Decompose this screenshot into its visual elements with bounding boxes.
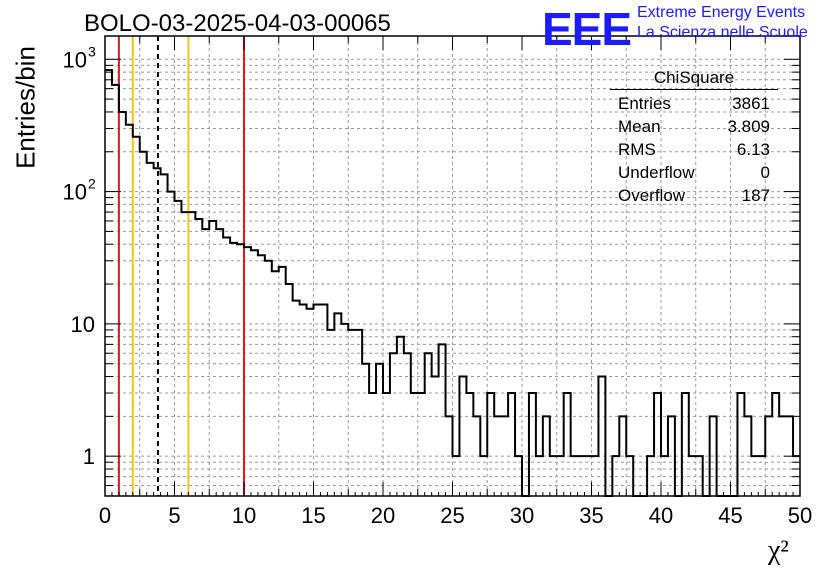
stats-row: Entries 3861 [610, 92, 778, 115]
stats-label: Overflow [618, 186, 686, 205]
stats-value: 3861 [732, 94, 770, 113]
stats-label: Entries [618, 94, 671, 113]
x-tick-label: 40 [649, 503, 673, 528]
stats-row: Underflow 0 [610, 161, 778, 184]
y-tick-exponent: 2 [88, 176, 96, 192]
stats-row: Overflow 187 [610, 184, 778, 207]
y-tick-label: 10 [63, 180, 87, 205]
stats-value: 3.809 [727, 117, 770, 136]
x-tick-labels: 0 5 10 15 20 25 30 35 40 45 50 [99, 503, 812, 528]
grid-lines [105, 36, 800, 497]
x-tick-label: 35 [579, 503, 603, 528]
eee-logo: EEE [542, 3, 632, 55]
histogram-line [105, 69, 800, 497]
stats-row: RMS 6.13 [610, 138, 778, 161]
marker-lines [117, 36, 245, 496]
chart-title: BOLO-03-2025-04-03-00065 [84, 10, 391, 37]
axis-ticks [104, 36, 801, 497]
y-tick-label: 10 [63, 47, 87, 72]
stats-label: RMS [618, 140, 656, 159]
stats-label: Underflow [618, 163, 695, 182]
x-tick-label: 25 [440, 503, 464, 528]
y-axis-label: Entries/bin [10, 46, 41, 169]
x-tick-label: 20 [371, 503, 395, 528]
stats-row: Mean 3.809 [610, 115, 778, 138]
x-tick-label: 15 [301, 503, 325, 528]
logo-line-1: Extreme Energy Events [637, 4, 806, 21]
x-tick-label: 30 [510, 503, 534, 528]
x-tick-label: 45 [718, 503, 742, 528]
x-tick-label: 5 [168, 503, 180, 528]
stats-value: 6.13 [736, 140, 770, 159]
y-tick-label: 1 [83, 444, 95, 469]
x-axis-label: χ² [768, 535, 789, 566]
y-tick-label: 10 [71, 312, 95, 337]
logo-line-2: La Scienza nelle Scuole [637, 24, 808, 41]
x-tick-label: 0 [99, 503, 111, 528]
stats-box: ChiSquare Entries 3861 Mean 3.809 RMS 6.13 … [610, 68, 778, 207]
x-tick-label: 50 [788, 503, 812, 528]
stats-value: 187 [741, 186, 770, 205]
stats-label: Mean [618, 117, 661, 136]
stats-value: 0 [760, 163, 770, 182]
stats-title: ChiSquare [610, 68, 778, 90]
y-tick-exponent: 3 [88, 43, 96, 59]
x-tick-label: 10 [232, 503, 256, 528]
